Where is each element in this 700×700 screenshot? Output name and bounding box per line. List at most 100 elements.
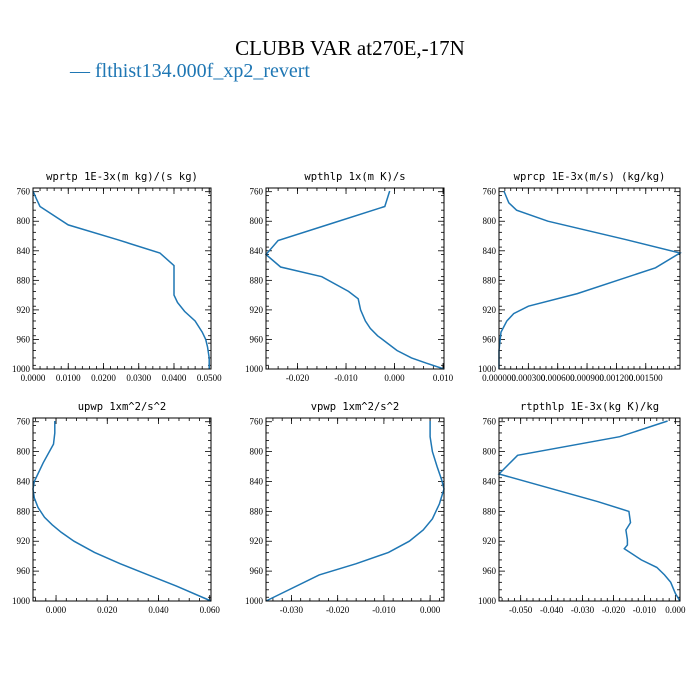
- x-tick-label: -0.020: [286, 373, 310, 383]
- x-tick-label: -0.020: [326, 605, 350, 615]
- y-tick-label: 1000: [245, 364, 264, 374]
- y-tick-label: 760: [17, 187, 31, 197]
- y-tick-label: 800: [483, 447, 497, 457]
- axes-frame: [498, 187, 681, 370]
- figure-title: CLUBB VAR at270E,-17N: [235, 36, 465, 60]
- x-tick-label: 0.000: [46, 605, 67, 615]
- y-tick-label: 840: [483, 246, 497, 256]
- x-tick-label: 0.000: [384, 373, 405, 383]
- y-tick-label: 800: [17, 216, 31, 226]
- y-tick-label: 840: [17, 246, 31, 256]
- legend-label: flthist134.000f_xp2_revert: [95, 60, 310, 82]
- series-line: [32, 421, 212, 602]
- x-tick-label: -0.050: [509, 605, 533, 615]
- axes-frame: [265, 187, 445, 370]
- x-tick-label: 0.040: [148, 605, 169, 615]
- x-tick-label: 0.0000: [21, 373, 46, 383]
- y-tick-label: 800: [250, 447, 264, 457]
- panel-title: wprtp 1E-3x(m kg)/(s kg): [46, 171, 198, 183]
- x-tick-label: -0.010: [633, 605, 657, 615]
- y-tick-label: 840: [250, 246, 264, 256]
- x-tick-label: 0.001500: [629, 373, 663, 383]
- y-tick-label: 1000: [478, 596, 497, 606]
- y-tick-label: 840: [17, 476, 31, 486]
- x-tick-label: 0.000900: [570, 373, 604, 383]
- y-tick-label: 1000: [478, 364, 497, 374]
- x-tick-label: 0.000: [665, 605, 686, 615]
- legend: — flthist134.000f_xp2_revert: [70, 60, 310, 83]
- panel-6: rtpthlp 1E-3x(kg K)/kg 760 800 840 880 920 960…: [478, 401, 686, 615]
- series-line: [32, 190, 210, 369]
- y-tick-label: 920: [483, 536, 497, 546]
- panel-title: wprcp 1E-3x(m/s) (kg/kg): [514, 171, 666, 183]
- series-line: [265, 421, 445, 602]
- x-tick-label: -0.030: [280, 605, 304, 615]
- x-tick-label: 0.000300: [511, 373, 545, 383]
- y-tick-label: 760: [483, 417, 497, 427]
- axes-frame: [265, 417, 445, 602]
- x-tick-label: -0.040: [540, 605, 564, 615]
- panel-4: upwp 1xm^2/s^2 760 800 840 880 920 960 1000 0.00…: [12, 401, 220, 615]
- x-tick-label: 0.0300: [126, 373, 151, 383]
- y-tick-label: 920: [483, 305, 497, 315]
- panel-title: wpthlp 1x(m K)/s: [304, 171, 405, 183]
- x-tick-label: 0.0200: [91, 373, 116, 383]
- y-tick-label: 800: [250, 216, 264, 226]
- y-tick-label: 960: [483, 566, 497, 576]
- y-tick-label: 760: [483, 187, 497, 197]
- y-tick-label: 1000: [12, 596, 31, 606]
- x-tick-label: 0.000: [420, 605, 441, 615]
- x-tick-label: 0.010: [433, 373, 454, 383]
- y-tick-label: 800: [17, 447, 31, 457]
- series-line: [264, 190, 445, 370]
- y-tick-label: 880: [17, 275, 31, 285]
- y-tick-label: 960: [483, 334, 497, 344]
- y-tick-label: 840: [250, 476, 264, 486]
- y-tick-label: 960: [17, 334, 31, 344]
- y-tick-label: 920: [250, 536, 264, 546]
- x-tick-label: -0.010: [372, 605, 396, 615]
- y-tick-label: 840: [483, 476, 497, 486]
- y-tick-label: 960: [250, 566, 264, 576]
- x-tick-label: 0.020: [97, 605, 118, 615]
- panel-title: upwp 1xm^2/s^2: [78, 401, 167, 413]
- x-tick-label: 0.000600: [541, 373, 575, 383]
- panel-title: vpwp 1xm^2/s^2: [311, 401, 400, 413]
- y-tick-label: 960: [250, 334, 264, 344]
- panel-title: rtpthlp 1E-3x(kg K)/kg: [520, 401, 659, 413]
- x-tick-label: -0.020: [602, 605, 626, 615]
- axes-frame: [498, 417, 681, 602]
- y-tick-label: 880: [483, 506, 497, 516]
- y-tick-label: 880: [17, 506, 31, 516]
- series-line: [498, 190, 682, 369]
- series-line: [497, 420, 681, 602]
- panel-1: wprtp 1E-3x(m kg)/(s kg) 760 800 840 880 920 9…: [12, 171, 222, 383]
- x-tick-label: 0.060: [200, 605, 221, 615]
- y-tick-label: 880: [483, 275, 497, 285]
- axes-frame: [32, 417, 212, 602]
- x-tick-label: 0.001200: [600, 373, 634, 383]
- y-tick-label: 760: [250, 417, 264, 427]
- legend-line-marker: —: [70, 60, 90, 82]
- y-tick-label: 920: [17, 536, 31, 546]
- x-tick-label: 0.0500: [197, 373, 222, 383]
- y-tick-label: 800: [483, 216, 497, 226]
- y-tick-label: 1000: [12, 364, 31, 374]
- y-tick-label: 880: [250, 506, 264, 516]
- panel-5: vpwp 1xm^2/s^2 760 800 840 880 920 960 1000 -0.0…: [245, 401, 445, 615]
- panel-3: wprcp 1E-3x(m/s) (kg/kg) 760 800 840 880 920 9…: [478, 171, 682, 383]
- x-tick-label: 0.0400: [162, 373, 187, 383]
- y-tick-label: 1000: [245, 596, 264, 606]
- y-tick-label: 760: [17, 417, 31, 427]
- x-tick-label: -0.010: [334, 373, 358, 383]
- y-tick-label: 960: [17, 566, 31, 576]
- y-tick-label: 880: [250, 275, 264, 285]
- y-tick-label: 920: [17, 305, 31, 315]
- panel-2: wpthlp 1x(m K)/s 760 800 840 880 920 960 1000 -0…: [245, 171, 454, 383]
- y-tick-label: 920: [250, 305, 264, 315]
- x-tick-label: -0.030: [571, 605, 595, 615]
- x-tick-label: 0.000000: [482, 373, 516, 383]
- x-tick-label: 0.0100: [56, 373, 81, 383]
- y-tick-label: 760: [250, 187, 264, 197]
